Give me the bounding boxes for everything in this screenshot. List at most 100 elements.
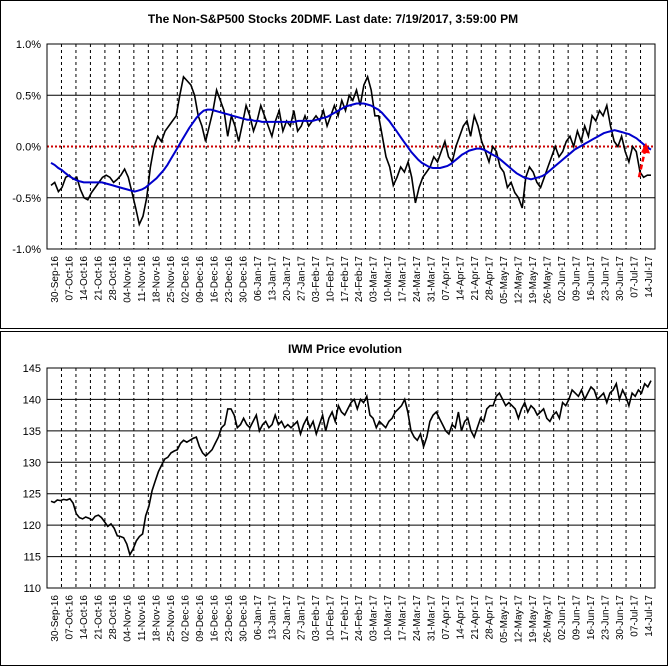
x-tick-label: 24-Mar-17 xyxy=(412,256,423,303)
series-line-1 xyxy=(50,380,652,557)
x-tick-label: 03-Mar-17 xyxy=(369,256,380,303)
chart-1-y-axis-ticks: 1.0% 0.5% 0.0% -0.5% -1.0% xyxy=(12,39,41,256)
x-tick-label: 31-Mar-17 xyxy=(427,595,438,642)
x-tick-label: 30-Dec-16 xyxy=(238,256,249,303)
x-tick-label: 19-May-17 xyxy=(528,595,539,643)
y-tick-label: -0.5% xyxy=(12,193,41,205)
x-tick-label: 03-Feb-17 xyxy=(311,256,322,303)
chart-1-series xyxy=(50,74,652,227)
x-tick-label: 30-Sep-16 xyxy=(50,595,61,642)
x-tick-label: 06-Jan-17 xyxy=(253,256,264,301)
x-tick-label: 14-Apr-17 xyxy=(456,595,467,640)
x-tick-label: 24-Feb-17 xyxy=(354,595,365,642)
y-tick-label: 110 xyxy=(23,583,41,595)
chart-2-frame xyxy=(0,331,668,666)
chart-1-gridlines xyxy=(47,44,655,249)
x-tick-label: 02-Jun-17 xyxy=(557,595,568,640)
x-tick-label: 14-Oct-16 xyxy=(79,256,90,301)
x-tick-label: 25-Nov-16 xyxy=(166,595,177,642)
x-tick-label: 28-Oct-16 xyxy=(108,595,119,640)
x-tick-label: 28-Apr-17 xyxy=(485,256,496,301)
x-tick-label: 03-Mar-17 xyxy=(369,595,380,642)
x-tick-label: 26-May-17 xyxy=(542,595,553,643)
chart-1-plot-area xyxy=(46,43,656,250)
x-tick-label: 28-Apr-17 xyxy=(485,595,496,640)
x-tick-label: 24-Feb-17 xyxy=(354,256,365,303)
y-tick-label: 120 xyxy=(23,520,41,532)
x-tick-label: 10-Feb-17 xyxy=(325,256,336,303)
x-tick-label: 20-Jan-17 xyxy=(282,595,293,640)
x-tick-label: 07-Oct-16 xyxy=(65,595,76,640)
chart-2-y-axis-ticks: 145 140 135 130 125 120 115 110 xyxy=(23,363,41,595)
x-tick-label: 30-Sep-16 xyxy=(50,256,61,303)
chart-2-gridlines xyxy=(47,368,655,588)
x-tick-label: 07-Apr-17 xyxy=(441,256,452,301)
x-tick-label: 27-Jan-17 xyxy=(296,256,307,301)
x-tick-label: 28-Oct-16 xyxy=(108,256,119,301)
x-tick-label: 24-Mar-17 xyxy=(412,595,423,642)
chart-1-title: The Non-S&P500 Stocks 20DMF. Last date: … xyxy=(148,12,518,26)
x-tick-label: 14-Apr-17 xyxy=(456,256,467,301)
x-tick-label: 14-Jul-17 xyxy=(644,595,655,637)
chart-1-x-axis-ticks: 30-Sep-16 07-Oct-16 14-Oct-16 21-Oct-16 28-O… xyxy=(50,256,655,304)
trend-arrow-head xyxy=(641,142,650,154)
x-tick-label: 21-Apr-17 xyxy=(470,256,481,301)
x-tick-label: 30-Dec-16 xyxy=(238,595,249,642)
y-tick-label: -1.0% xyxy=(12,244,41,256)
x-tick-label: 31-Mar-17 xyxy=(427,256,438,303)
x-tick-label: 03-Feb-17 xyxy=(311,595,322,642)
y-tick-label: 145 xyxy=(23,363,41,375)
x-tick-label: 02-Dec-16 xyxy=(181,256,192,303)
x-tick-label: 11-Nov-16 xyxy=(137,595,148,641)
x-tick-label: 17-Feb-17 xyxy=(340,256,351,303)
x-tick-label: 16-Jun-17 xyxy=(586,595,597,640)
x-tick-label: 21-Oct-16 xyxy=(94,595,105,640)
y-tick-label: 125 xyxy=(23,489,41,501)
chart-2-x-axis-ticks: 30-Sep-16 07-Oct-16 14-Oct-16 21-Oct-16 28-O… xyxy=(50,595,655,643)
x-tick-label: 23-Dec-16 xyxy=(224,256,235,303)
x-tick-label: 07-Jul-17 xyxy=(629,595,640,637)
x-tick-label: 21-Apr-17 xyxy=(470,595,481,640)
x-tick-label: 06-Jan-17 xyxy=(253,595,264,640)
x-tick-label: 02-Jun-17 xyxy=(557,256,568,301)
x-tick-label: 07-Apr-17 xyxy=(441,595,452,640)
x-tick-label: 07-Jul-17 xyxy=(629,256,640,298)
x-tick-label: 17-Feb-17 xyxy=(340,595,351,642)
x-tick-label: 13-Jan-17 xyxy=(267,595,278,640)
x-tick-label: 14-Jul-17 xyxy=(644,256,655,298)
x-tick-label: 16-Dec-16 xyxy=(209,256,220,303)
y-tick-label: 0.5% xyxy=(16,90,41,102)
x-tick-label: 04-Nov-16 xyxy=(123,595,134,642)
x-tick-label: 23-Dec-16 xyxy=(224,595,235,642)
x-tick-label: 27-Jan-17 xyxy=(296,595,307,640)
series-line-1 xyxy=(50,74,651,227)
x-tick-label: 05-May-17 xyxy=(499,595,510,643)
x-tick-label: 23-Jun-17 xyxy=(600,595,611,640)
x-tick-label: 19-May-17 xyxy=(528,256,539,304)
trend-arrow xyxy=(637,150,647,178)
x-tick-label: 17-Mar-17 xyxy=(398,595,409,642)
chart-2-title: IWM Price evolution xyxy=(288,342,402,356)
x-tick-label: 12-May-17 xyxy=(513,595,524,643)
y-tick-label: 1.0% xyxy=(16,39,41,51)
x-tick-label: 10-Mar-17 xyxy=(383,256,394,303)
x-tick-label: 13-Jan-17 xyxy=(267,256,278,301)
x-tick-label: 04-Nov-16 xyxy=(123,256,134,303)
y-tick-label: 135 xyxy=(23,426,41,438)
x-tick-label: 09-Jun-17 xyxy=(571,256,582,301)
x-tick-label: 30-Jun-17 xyxy=(615,256,626,301)
x-tick-label: 30-Jun-17 xyxy=(615,595,626,640)
x-tick-label: 07-Oct-16 xyxy=(65,256,76,301)
y-tick-label: 115 xyxy=(23,552,41,564)
x-tick-label: 09-Jun-17 xyxy=(571,595,582,640)
chart-2-plot-area xyxy=(46,367,656,589)
x-tick-label: 02-Dec-16 xyxy=(181,595,192,642)
x-tick-label: 11-Nov-16 xyxy=(137,256,148,302)
y-tick-label: 0.0% xyxy=(16,142,41,154)
x-tick-label: 18-Nov-16 xyxy=(152,595,163,642)
x-tick-label: 25-Nov-16 xyxy=(166,256,177,303)
x-tick-label: 16-Dec-16 xyxy=(209,595,220,642)
series-line-2 xyxy=(50,102,652,193)
chart-2-series xyxy=(50,380,652,557)
